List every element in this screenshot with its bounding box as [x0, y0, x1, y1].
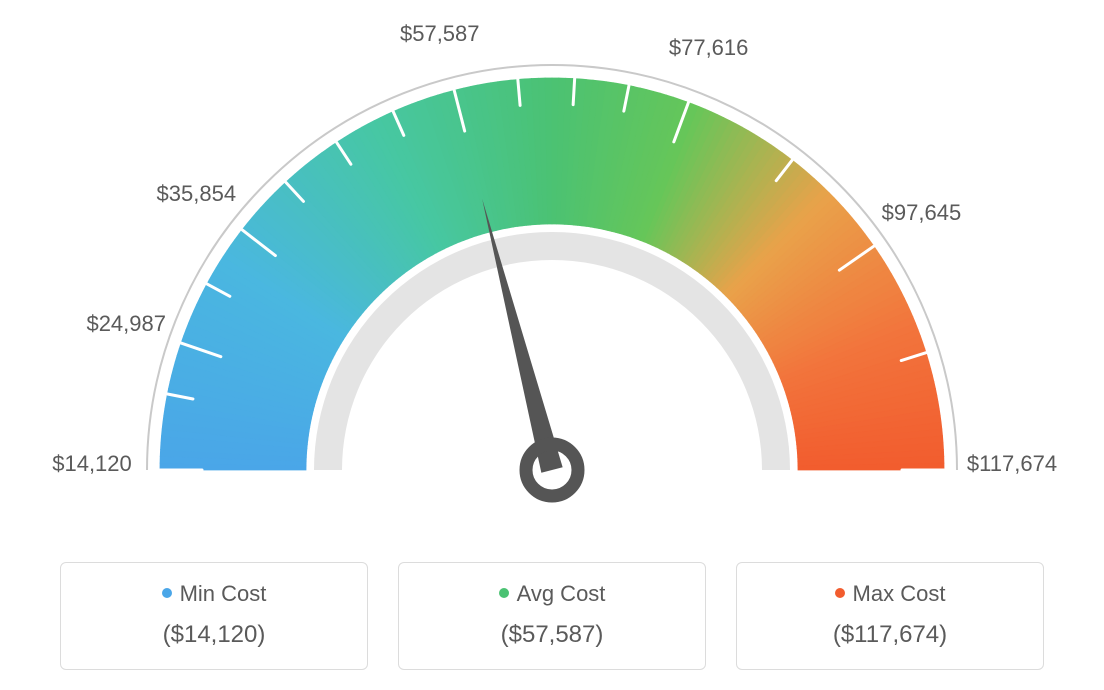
gauge-tick-label: $24,987	[86, 311, 166, 337]
legend-title-text: Min Cost	[180, 581, 267, 606]
legend-title-max: Max Cost	[747, 581, 1033, 607]
legend-value-min: ($14,120)	[71, 621, 357, 649]
legend-title-text: Avg Cost	[517, 581, 606, 606]
gauge-svg	[0, 0, 1104, 540]
legend-card-avg: Avg Cost ($57,587)	[398, 562, 706, 670]
gauge-band	[160, 78, 944, 470]
legend-title-avg: Avg Cost	[409, 581, 695, 607]
legend-row: Min Cost ($14,120) Avg Cost ($57,587) Max Co…	[60, 562, 1044, 670]
gauge-tick-label: $97,645	[882, 200, 962, 226]
gauge-tick-label: $77,616	[669, 35, 749, 61]
gauge-tick-label: $117,674	[967, 451, 1057, 477]
gauge-chart: $14,120 $24,987 $35,854 $57,587 $77,616 $97,6…	[0, 0, 1104, 540]
legend-card-max: Max Cost ($117,674)	[736, 562, 1044, 670]
gauge-tick-label: $35,854	[157, 181, 237, 207]
legend-value-max: ($117,674)	[747, 621, 1033, 649]
legend-value-avg: ($57,587)	[409, 621, 695, 649]
legend-title-text: Max Cost	[853, 581, 946, 606]
legend-dot-icon	[162, 588, 172, 598]
legend-dot-icon	[835, 588, 845, 598]
gauge-tick-label: $57,587	[400, 21, 480, 47]
legend-dot-icon	[499, 588, 509, 598]
gauge-tick-label: $14,120	[52, 451, 132, 477]
legend-title-min: Min Cost	[71, 581, 357, 607]
gauge-tick	[573, 79, 575, 105]
legend-card-min: Min Cost ($14,120)	[60, 562, 368, 670]
